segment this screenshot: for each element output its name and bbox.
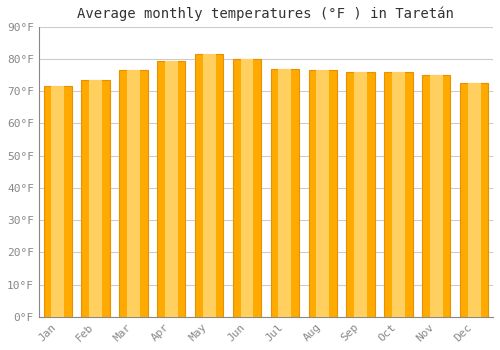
Bar	[384, 72, 412, 317]
Bar	[240, 59, 254, 317]
Bar	[165, 61, 177, 317]
Bar	[82, 80, 110, 317]
Bar	[278, 69, 291, 317]
Bar	[195, 54, 224, 317]
Bar	[346, 72, 375, 317]
Title: Average monthly temperatures (°F ) in Taretán: Average monthly temperatures (°F ) in Ta…	[78, 7, 454, 21]
Bar	[316, 70, 329, 317]
Bar	[52, 86, 64, 317]
Bar	[203, 54, 215, 317]
Bar	[468, 83, 480, 317]
Bar	[44, 86, 72, 317]
Bar	[392, 72, 405, 317]
Bar	[233, 59, 261, 317]
Bar	[119, 70, 148, 317]
Bar	[460, 83, 488, 317]
Bar	[308, 70, 337, 317]
Bar	[89, 80, 102, 317]
Bar	[270, 69, 299, 317]
Bar	[127, 70, 140, 317]
Bar	[430, 75, 442, 317]
Bar	[422, 75, 450, 317]
Bar	[354, 72, 367, 317]
Bar	[157, 61, 186, 317]
